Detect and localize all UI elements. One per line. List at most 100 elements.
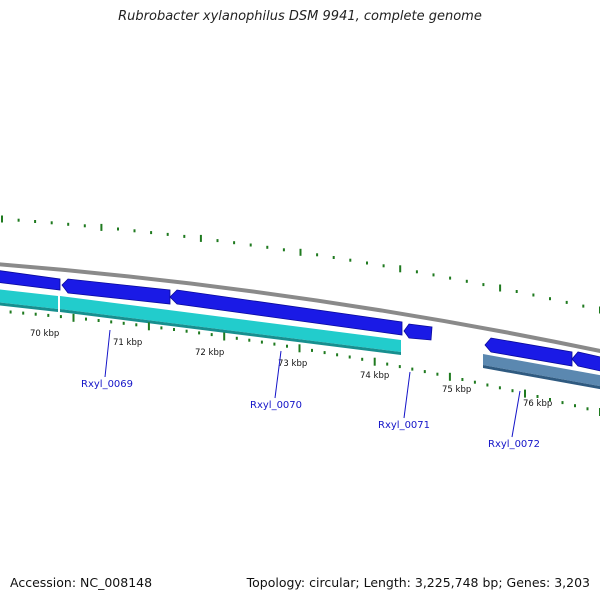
gene-arrow[interactable] bbox=[0, 270, 61, 291]
cds-bar-shadow bbox=[60, 309, 401, 355]
scale-tick bbox=[549, 398, 551, 401]
scale-tick bbox=[199, 234, 202, 242]
scale-tick bbox=[536, 395, 539, 398]
scale-tick bbox=[9, 310, 12, 314]
gene-labels: Rxyl_0069 Rxyl_0070 Rxyl_0071 Rxyl_0072 bbox=[81, 379, 540, 450]
scale-tick bbox=[565, 300, 568, 304]
scale-tick bbox=[561, 401, 564, 405]
scale-tick bbox=[465, 279, 468, 283]
scale-tick bbox=[135, 323, 138, 327]
scale-tick bbox=[298, 344, 301, 353]
gene-arrow[interactable] bbox=[169, 289, 403, 336]
scale-tick bbox=[67, 222, 70, 226]
scale-tick bbox=[249, 243, 252, 247]
scale-tick bbox=[316, 253, 319, 257]
scale-tick bbox=[399, 265, 402, 273]
scale-label: 72 kbp bbox=[195, 348, 224, 358]
cds-features[interactable] bbox=[0, 289, 600, 390]
inner-tick-ring bbox=[9, 310, 600, 416]
gene-arrow[interactable] bbox=[403, 323, 433, 341]
scale-tick bbox=[532, 293, 535, 297]
scale-tick bbox=[235, 336, 238, 340]
scale-tick bbox=[147, 322, 150, 331]
scale-tick bbox=[511, 389, 514, 393]
scale-label: 76 kbp bbox=[523, 399, 552, 409]
scale-tick bbox=[166, 232, 169, 236]
scale-tick bbox=[336, 353, 339, 357]
scale-label: 70 kbp bbox=[30, 329, 59, 339]
cds-bar[interactable] bbox=[0, 289, 58, 309]
scale-tick bbox=[586, 407, 589, 411]
cds-bar[interactable] bbox=[60, 296, 401, 352]
scale-tick bbox=[47, 313, 50, 317]
gene-arrow[interactable] bbox=[571, 351, 600, 372]
scale-label: 75 kbp bbox=[442, 385, 471, 395]
scale-tick bbox=[398, 365, 401, 369]
scale-tick bbox=[299, 248, 302, 256]
gene-label-rxyl-0069[interactable]: Rxyl_0069 bbox=[81, 379, 133, 390]
scale-tick bbox=[216, 239, 219, 243]
scale-tick bbox=[348, 355, 351, 359]
gene-label-rxyl-0072[interactable]: Rxyl_0072 bbox=[488, 439, 540, 450]
scale-tick bbox=[59, 315, 62, 319]
scale-tick bbox=[549, 297, 551, 301]
scale-tick bbox=[17, 218, 20, 222]
scale-label: 71 kbp bbox=[113, 338, 142, 348]
scale-tick bbox=[185, 329, 188, 333]
scale-tick bbox=[311, 348, 313, 352]
scale-labels: 70 kbp 71 kbp 72 kbp 73 kbp 74 kbp 75 kb… bbox=[30, 329, 552, 409]
scale-tick bbox=[361, 357, 364, 361]
scale-tick bbox=[461, 378, 464, 381]
genome-summary: Topology: circular; Length: 3,225,748 bp… bbox=[246, 575, 590, 590]
scale-tick bbox=[233, 241, 236, 245]
gene-leader-lines bbox=[104, 329, 521, 438]
gene-label-rxyl-0070[interactable]: Rxyl_0070 bbox=[250, 400, 302, 411]
scale-tick bbox=[117, 227, 119, 231]
scale-tick bbox=[173, 328, 175, 331]
scale-tick bbox=[223, 332, 226, 341]
forward-genes[interactable] bbox=[0, 270, 600, 372]
scale-tick bbox=[100, 223, 103, 231]
scale-tick bbox=[198, 331, 201, 335]
accession-label: Accession: NC_008148 bbox=[10, 575, 153, 590]
scale-tick bbox=[122, 321, 125, 325]
scale-tick bbox=[382, 264, 385, 268]
scale-tick bbox=[248, 338, 251, 342]
scale-tick bbox=[85, 317, 87, 321]
scale-tick bbox=[1, 215, 3, 223]
cds-bar[interactable] bbox=[483, 354, 600, 387]
cds-bar-shadow bbox=[483, 365, 600, 390]
cds-bar-shadow bbox=[0, 302, 58, 312]
scale-tick bbox=[411, 367, 414, 371]
scale-tick bbox=[323, 351, 326, 355]
scale-tick bbox=[332, 256, 335, 259]
scale-tick bbox=[448, 372, 451, 381]
scale-tick bbox=[282, 248, 285, 252]
scale-tick bbox=[22, 311, 25, 315]
scale-tick bbox=[72, 313, 75, 322]
scale-tick bbox=[473, 380, 476, 384]
scale-tick bbox=[349, 258, 352, 262]
scale-tick bbox=[160, 326, 163, 330]
gene-label-rxyl-0071[interactable]: Rxyl_0071 bbox=[378, 420, 430, 431]
scale-tick bbox=[83, 224, 86, 228]
scale-tick bbox=[34, 312, 37, 316]
scale-tick bbox=[524, 389, 526, 398]
scale-tick bbox=[423, 370, 426, 374]
scale-tick bbox=[415, 270, 418, 274]
scale-label: 73 kbp bbox=[278, 359, 307, 369]
scale-tick bbox=[582, 304, 585, 308]
scale-tick bbox=[386, 362, 389, 366]
scale-tick bbox=[150, 231, 153, 235]
scale-tick bbox=[273, 342, 276, 346]
scale-tick bbox=[366, 261, 368, 265]
scale-tick bbox=[373, 357, 376, 366]
scale-label: 74 kbp bbox=[360, 371, 389, 381]
scale-tick bbox=[432, 273, 435, 277]
map-title: Rubrobacter xylanophilus DSM 9941, compl… bbox=[118, 9, 482, 24]
scale-tick bbox=[515, 290, 518, 293]
scale-tick bbox=[97, 319, 100, 322]
genome-backbone bbox=[0, 262, 600, 354]
